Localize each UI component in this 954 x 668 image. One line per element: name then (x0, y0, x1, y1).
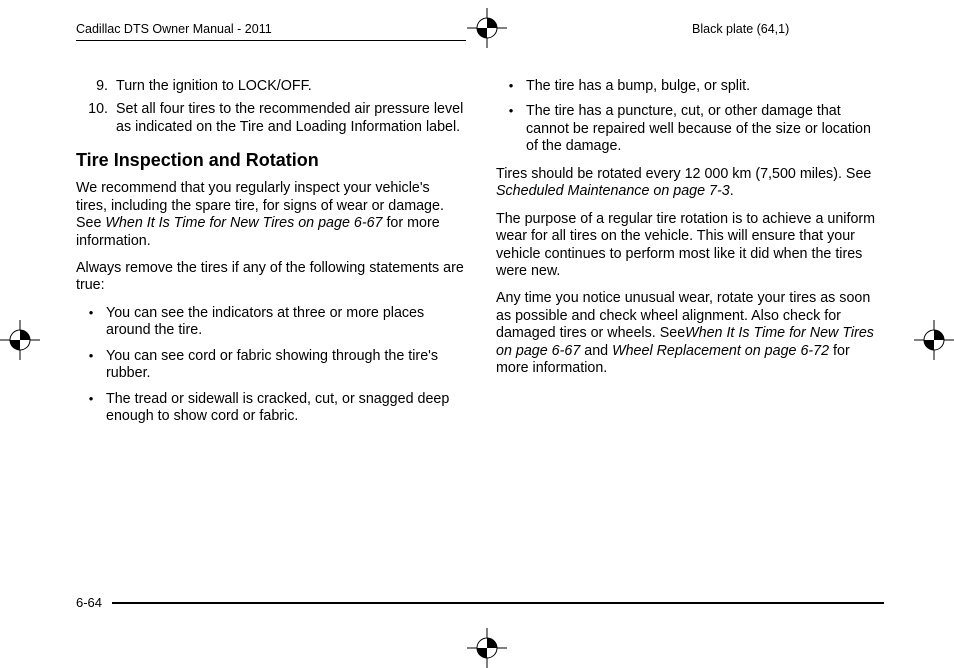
numbered-list: 9. Turn the ignition to LOCK/OFF. 10. Se… (76, 78, 464, 136)
list-item: • The tread or sidewall is cracked, cut,… (76, 391, 464, 426)
text-run: and (580, 343, 612, 359)
list-text: You can see the indicators at three or m… (106, 305, 464, 340)
list-item: • You can see the indicators at three or… (76, 305, 464, 340)
list-number: 9. (76, 78, 116, 95)
paragraph: The purpose of a regular tire rotation i… (496, 211, 884, 281)
list-item: • The tire has a puncture, cut, or other… (496, 103, 884, 155)
column-right: • The tire has a bump, bulge, or split. … (496, 78, 884, 436)
body-columns: 9. Turn the ignition to LOCK/OFF. 10. Se… (76, 78, 884, 436)
bullet-icon: • (496, 103, 526, 155)
section-heading: Tire Inspection and Rotation (76, 150, 464, 172)
bullet-icon: • (76, 305, 106, 340)
text-run: Tires should be rotated every 12 000 km … (496, 166, 871, 182)
cross-ref: Scheduled Maintenance on page 7‑3 (496, 183, 730, 199)
list-item: • You can see cord or fabric showing thr… (76, 348, 464, 383)
bullet-icon: • (76, 348, 106, 383)
reg-mark-right (914, 320, 954, 360)
bullet-icon: • (76, 391, 106, 426)
bullet-list: • You can see the indicators at three or… (76, 305, 464, 426)
reg-mark-left (0, 320, 40, 360)
list-text: Set all four tires to the recommended ai… (116, 101, 464, 136)
paragraph: Tires should be rotated every 12 000 km … (496, 166, 884, 201)
bullet-list: • The tire has a bump, bulge, or split. … (496, 78, 884, 156)
reg-mark-bottom (467, 628, 507, 668)
list-text: The tire has a puncture, cut, or other d… (526, 103, 884, 155)
paragraph: Always remove the tires if any of the fo… (76, 260, 464, 295)
column-left: 9. Turn the ignition to LOCK/OFF. 10. Se… (76, 78, 464, 436)
reg-mark-top (467, 8, 507, 48)
list-text: Turn the ignition to LOCK/OFF. (116, 78, 464, 95)
list-text: The tire has a bump, bulge, or split. (526, 78, 884, 95)
footer-rule (112, 602, 884, 604)
list-item: 10. Set all four tires to the recommende… (76, 101, 464, 136)
cross-ref: Wheel Replacement on page 6‑72 (612, 343, 829, 359)
header-right-text: Black plate (64,1) (692, 22, 789, 36)
list-text: The tread or sidewall is cracked, cut, o… (106, 391, 464, 426)
list-item: • The tire has a bump, bulge, or split. (496, 78, 884, 95)
cross-ref: When It Is Time for New Tires on page 6‑… (105, 215, 382, 231)
list-text: You can see cord or fabric showing throu… (106, 348, 464, 383)
list-item: 9. Turn the ignition to LOCK/OFF. (76, 78, 464, 95)
paragraph: Any time you notice unusual wear, rotate… (496, 290, 884, 377)
page-number: 6-64 (76, 595, 102, 610)
text-run: . (730, 183, 734, 199)
bullet-icon: • (496, 78, 526, 95)
paragraph: We recommend that you regularly inspect … (76, 180, 464, 250)
header-rule (76, 40, 466, 41)
header-left-text: Cadillac DTS Owner Manual - 2011 (76, 22, 272, 36)
list-number: 10. (76, 101, 116, 136)
